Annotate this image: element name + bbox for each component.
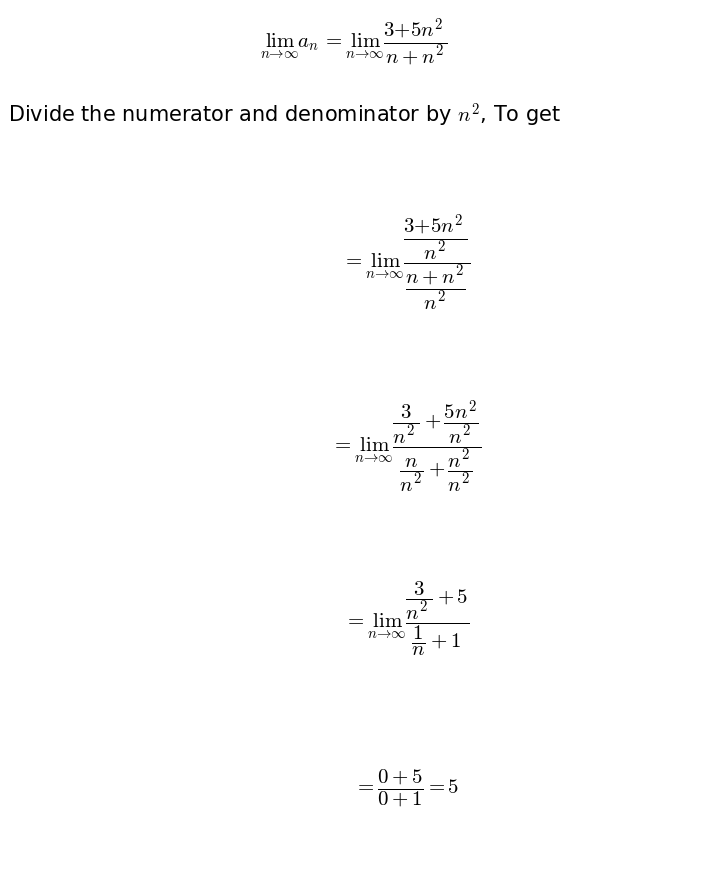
- Text: $= \lim_{n \to \infty} \dfrac{\dfrac{3 + 5n^2}{n^2}}{\dfrac{n + n^2}{n^2}}$: $= \lim_{n \to \infty} \dfrac{\dfrac{3 +…: [342, 212, 471, 314]
- Text: $= \lim_{n \to \infty} \dfrac{\dfrac{3}{n^2} + \dfrac{5n^2}{n^2}}{\dfrac{n}{n^2}: $= \lim_{n \to \infty} \dfrac{\dfrac{3}{…: [332, 399, 481, 496]
- Text: $= \lim_{n \to \infty} \dfrac{\dfrac{3}{n^2} + 5}{\dfrac{1}{n} + 1}$: $= \lim_{n \to \infty} \dfrac{\dfrac{3}{…: [344, 579, 469, 658]
- Text: Divide the numerator and denominator by $n^2$, To get: Divide the numerator and denominator by …: [8, 102, 561, 130]
- Text: $= \dfrac{0 + 5}{0 + 1} = 5$: $= \dfrac{0 + 5}{0 + 1} = 5$: [354, 766, 459, 809]
- Text: $\lim_{n \to \infty} a_n = \lim_{n \to \infty} \dfrac{3 + 5n^2}{n + n^2}$: $\lim_{n \to \infty} a_n = \lim_{n \to \…: [259, 17, 448, 68]
